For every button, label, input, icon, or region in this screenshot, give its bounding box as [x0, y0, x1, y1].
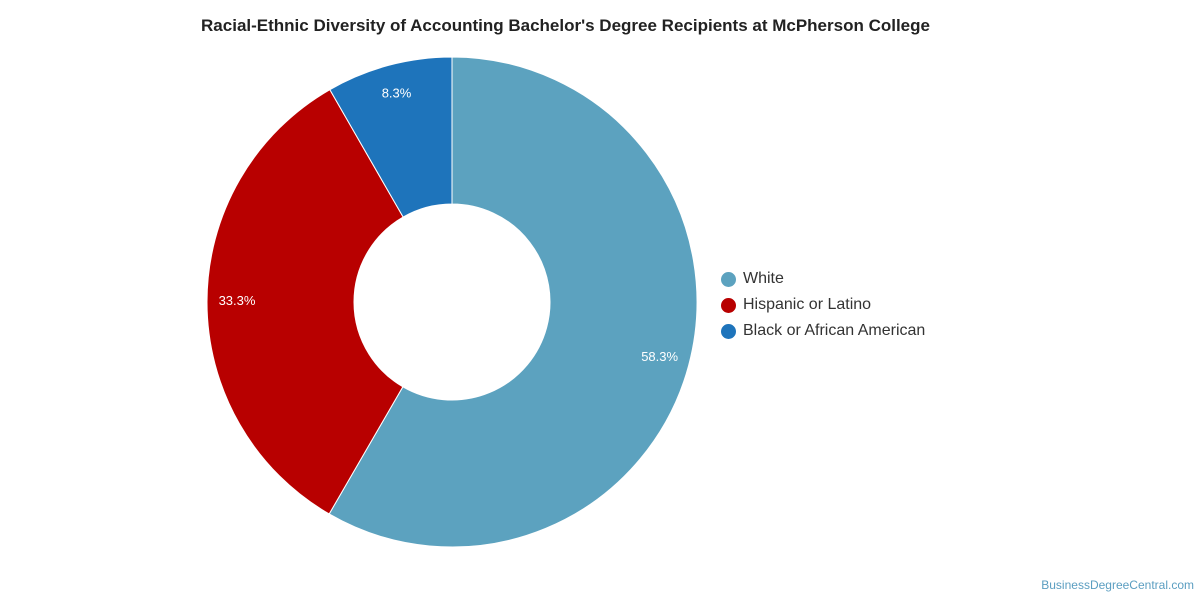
donut-slice-hispanic-or-latino	[206, 88, 404, 515]
legend-item: Black or African American	[721, 318, 925, 344]
slice-value-label: 33.3%	[219, 293, 256, 308]
site-watermark: BusinessDegreeCentral.com	[1041, 578, 1194, 592]
slice-value-label: 58.3%	[641, 349, 678, 364]
legend-label: Black or African American	[743, 322, 926, 339]
legend-label: Hispanic or Latino	[743, 296, 872, 313]
donut-value-labels: 58.3% 33.3% 8.3%	[219, 86, 679, 365]
legend-item: White	[721, 266, 925, 292]
donut-slice-black-or-african-american	[329, 56, 453, 218]
chart-title: Racial-Ethnic Diversity of Accounting Ba…	[201, 16, 930, 35]
chart-legend: White Hispanic or Latino Black or African …	[721, 266, 925, 344]
donut-slice-white	[328, 56, 698, 548]
legend-item: Hispanic or Latino	[721, 292, 925, 318]
legend-swatch	[721, 323, 736, 339]
slice-value-label: 8.3%	[382, 86, 412, 101]
legend-label: White	[743, 270, 784, 287]
legend-swatch	[721, 271, 736, 287]
legend-swatch	[721, 297, 736, 313]
donut-slices	[206, 56, 698, 548]
